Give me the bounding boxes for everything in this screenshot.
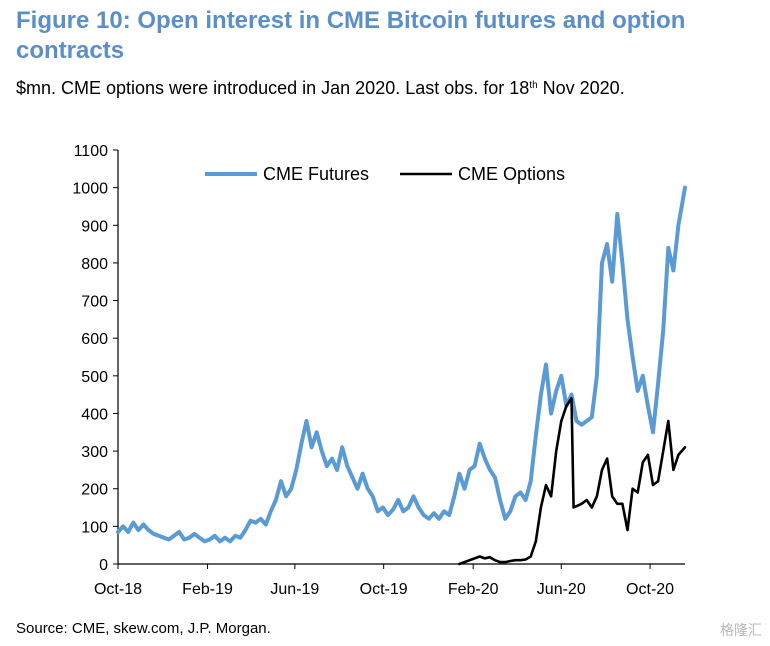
- y-tick-label: 1000: [72, 181, 108, 198]
- subtitle-text-end: Nov 2020.: [537, 78, 625, 98]
- x-tick-label: Oct-18: [94, 581, 142, 598]
- y-tick-label: 500: [81, 369, 108, 386]
- x-axis-ticks: Oct-18 Feb-19 Jun-19 Oct-19 Feb-20 Jun-20 Oct-…: [94, 564, 674, 598]
- source-note: Source: CME, skew.com, J.P. Morgan.: [16, 620, 271, 637]
- chart-title: Figure 10: Open interest in CME Bitcoin …: [16, 7, 686, 64]
- y-tick-label: 900: [81, 218, 108, 235]
- subtitle-text: $mn. CME options were introduced in Jan …: [16, 78, 530, 98]
- y-tick-label: 300: [81, 444, 108, 461]
- y-tick-label: 200: [81, 482, 108, 499]
- subtitle-superscript: th: [529, 80, 538, 91]
- series-line-cme-options: [458, 397, 687, 566]
- x-tick-label: Feb-19: [182, 581, 233, 598]
- x-tick-label: Oct-20: [626, 581, 674, 598]
- y-tick-label: 0: [99, 557, 108, 574]
- chart-subtitle: $mn. CME options were introduced in Jan …: [16, 74, 716, 102]
- y-tick-label: 400: [81, 406, 108, 423]
- x-tick-label: Oct-19: [360, 581, 408, 598]
- chart-series: [116, 185, 687, 566]
- y-axis-ticks: 0 100 200 300 400 500 600 700 800 900 1000 1100: [72, 143, 118, 574]
- y-tick-label: 700: [81, 294, 108, 311]
- y-tick-label: 100: [81, 519, 108, 536]
- chart-axes: 0 100 200 300 400 500 600 700 800 900 1000 1100 Oct-…: [72, 143, 685, 598]
- watermark-logo: 格隆汇: [720, 622, 762, 638]
- y-tick-label: 800: [81, 256, 108, 273]
- series-line-cme-futures: [116, 185, 687, 544]
- legend-label-cme-futures: CME Futures: [263, 164, 369, 184]
- open-interest-chart: 0 100 200 300 400 500 600 700 800 900 1000 1100 Oct-…: [72, 143, 687, 598]
- y-tick-label: 600: [81, 331, 108, 348]
- y-tick-label: 1100: [74, 143, 109, 160]
- x-tick-label: Jun-20: [537, 581, 586, 598]
- x-tick-label: Feb-20: [448, 581, 499, 598]
- x-tick-label: Jun-19: [270, 581, 319, 598]
- chart-legend: CME Futures CME Options: [205, 164, 565, 184]
- legend-label-cme-options: CME Options: [458, 164, 565, 184]
